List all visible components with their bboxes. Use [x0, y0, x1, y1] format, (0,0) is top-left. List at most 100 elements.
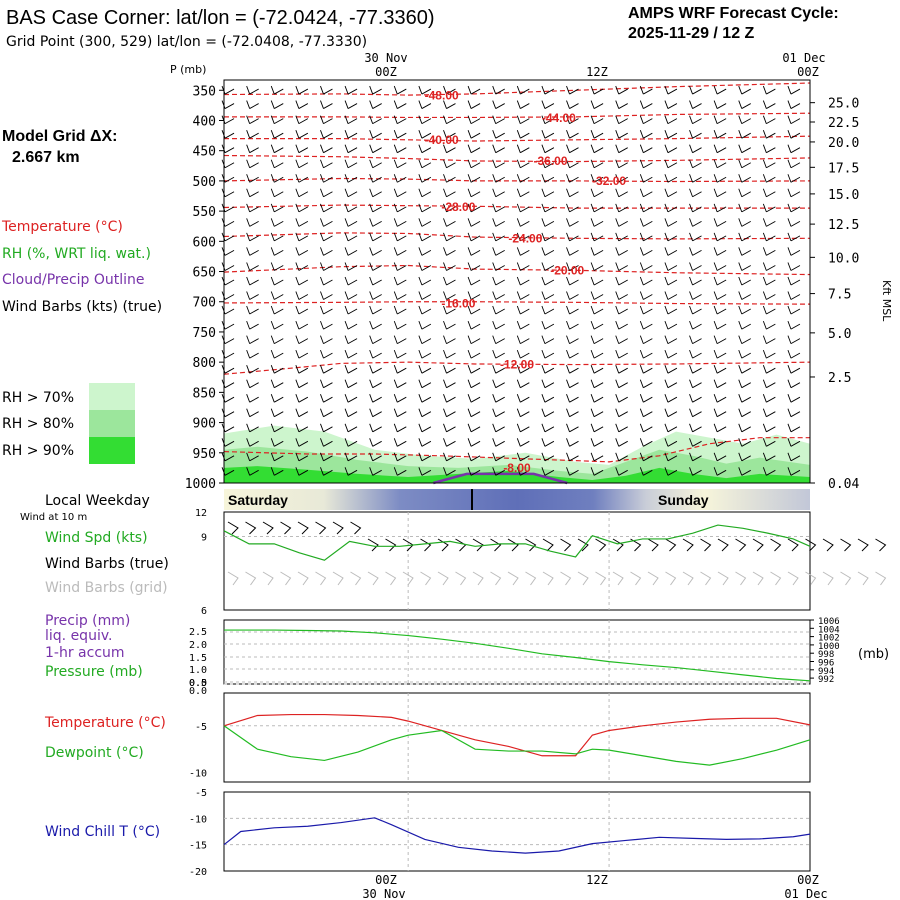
wind-barb — [615, 335, 628, 344]
wind-barb — [320, 305, 333, 315]
precip-pressure-panel: 62.52.01.51.00.50.00.0100610041002100099… — [189, 606, 840, 697]
wind-barb — [713, 144, 727, 154]
wind-grid-barb — [875, 571, 887, 586]
wind-barb — [320, 438, 333, 447]
wind-barb — [270, 305, 284, 315]
wind-barb — [664, 276, 678, 286]
main-plot-area — [224, 80, 810, 483]
isotherm-line — [223, 264, 811, 276]
wind-barb — [418, 218, 432, 227]
wind-barb — [689, 394, 702, 403]
wind-barb — [418, 130, 432, 139]
wind-barb — [664, 262, 678, 271]
wind-barb — [639, 100, 653, 109]
wind-barb — [639, 232, 653, 242]
wind-barb — [541, 408, 555, 418]
weekday-bar — [224, 489, 810, 510]
wind-barb — [713, 174, 727, 183]
legend-temperature: Temperature (°C) — [1, 219, 123, 235]
wind-barb — [664, 379, 678, 389]
wind-barb — [639, 159, 653, 169]
wind-barb — [393, 159, 407, 169]
wind-barb — [590, 379, 604, 389]
wind-barb — [664, 305, 678, 315]
top-date-label: 01 Dec — [782, 51, 825, 65]
wind-true-barb — [822, 538, 834, 552]
wind-barb — [664, 232, 678, 242]
wind-barb — [467, 467, 481, 476]
wind-barb — [639, 408, 653, 418]
wind-barb — [467, 305, 481, 315]
wind-barb — [369, 305, 382, 315]
wind-barb — [762, 115, 776, 125]
wind-true-barb — [507, 538, 519, 552]
wind-barb — [418, 349, 432, 359]
wind-barb — [418, 438, 432, 447]
wind-barb — [516, 174, 530, 183]
wind-barb — [762, 379, 776, 389]
wind-barb — [246, 232, 259, 242]
wind-barb — [516, 100, 530, 109]
wind-barb — [566, 305, 579, 315]
wind-barb — [344, 408, 358, 418]
wind-grid-barb — [490, 571, 502, 586]
wind-barb — [689, 174, 702, 183]
chill-plot-frame — [223, 791, 811, 872]
wind-grid-barb — [840, 571, 852, 586]
wind-barb — [713, 467, 727, 476]
wind-barb — [664, 100, 678, 109]
isotherm-label: -36.00 — [533, 154, 567, 168]
wind-barb — [418, 452, 432, 462]
wind-grid-barb — [297, 571, 309, 586]
wind-barb — [689, 320, 702, 330]
rh-legend-70-swatch — [89, 383, 135, 410]
isotherm-label: -20.00 — [550, 263, 584, 277]
wind-barb — [664, 291, 678, 300]
wind-true-barb — [280, 521, 292, 535]
wind-barb — [787, 438, 801, 447]
wind-barb — [418, 365, 432, 374]
chill-tick-label: -10 — [189, 814, 207, 825]
chart-title: BAS Case Corner: lat/lon = (-72.0424, -7… — [6, 7, 435, 29]
wind-barb — [713, 408, 727, 418]
wind-barb — [443, 174, 456, 183]
top-hour-label: 12Z — [586, 65, 608, 79]
wind-barb — [762, 85, 776, 95]
wind-barb — [344, 452, 358, 462]
wind-barb — [762, 218, 776, 227]
wind-barb — [566, 115, 579, 125]
wind-barb — [738, 467, 751, 476]
wind-barb — [467, 365, 481, 374]
wind-barb — [689, 276, 702, 286]
wind-true-barb — [875, 538, 887, 552]
wind-barb — [320, 423, 333, 433]
wind-barb — [344, 247, 358, 256]
wind-barb — [270, 174, 284, 183]
rh-legend-80-swatch — [89, 410, 135, 437]
wind-barb — [762, 320, 776, 330]
chill-tick-label: -15 — [189, 841, 207, 852]
wind-barb — [590, 144, 604, 154]
pressure-tick-label: 800 — [193, 356, 216, 371]
wind-barb — [516, 408, 530, 418]
wind-barb — [713, 276, 727, 286]
wind-barb — [566, 247, 579, 256]
wind-barb — [713, 379, 727, 389]
wind-barb — [566, 438, 579, 447]
wind-barb — [320, 335, 333, 344]
pressure-tick-label: 1006 — [818, 617, 840, 627]
wind-barb — [320, 85, 333, 95]
grid-dx-value: 2.667 km — [12, 149, 80, 166]
wind-true-barb — [315, 521, 327, 535]
wind-barb — [738, 408, 751, 418]
wind-panel: 12 9 — [195, 508, 887, 611]
wind-speed-line — [223, 524, 811, 561]
wind-barb — [738, 144, 751, 154]
wind-barb — [713, 452, 727, 462]
wind-barb — [516, 349, 530, 359]
wind-barb — [590, 262, 604, 271]
wind-barb — [393, 262, 407, 271]
wind-barb — [541, 218, 555, 227]
wind-barb — [270, 144, 284, 154]
wind-barb — [270, 423, 284, 433]
